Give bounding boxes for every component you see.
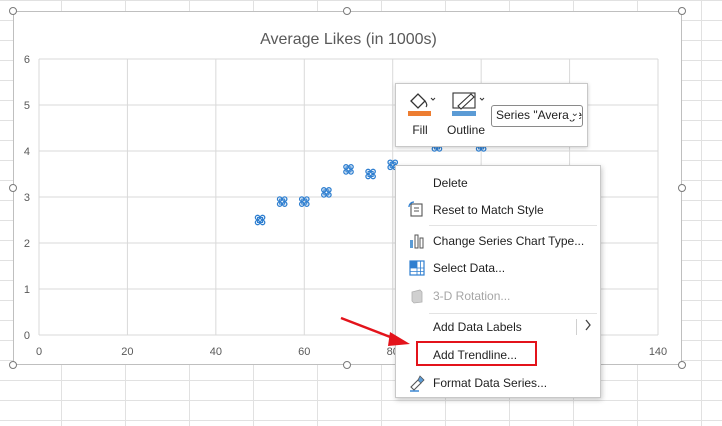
x-tick-label: 20: [121, 346, 133, 358]
x-tick-label: 60: [298, 346, 310, 358]
menu-item-add-trendline[interactable]: Add Trendline...: [396, 342, 600, 368]
menu-item-add-data-labels[interactable]: Add Data Labels: [396, 314, 600, 340]
select-data-icon: [409, 260, 425, 276]
resize-handle-right[interactable]: [678, 184, 686, 192]
chevron-down-icon: ⌄: [568, 108, 579, 119]
data-point[interactable]: [276, 196, 288, 207]
menu-separator: [429, 225, 597, 226]
chevron-right-icon: [585, 319, 591, 331]
format-mini-toolbar: Fill Outline Series "Average ⌄: [395, 83, 588, 147]
resize-handle-bottom-left[interactable]: [9, 361, 17, 369]
y-tick-label: 6: [24, 54, 30, 66]
format-series-icon: [410, 375, 425, 392]
menu-item-label: Add Trendline...: [433, 348, 518, 362]
rotation-3d-icon: [411, 289, 423, 304]
y-tick-label: 4: [24, 146, 30, 158]
menu-item-label: Select Data...: [433, 261, 506, 275]
menu-item-label: Format Data Series...: [433, 376, 548, 390]
resize-handle-left[interactable]: [9, 184, 17, 192]
fill-color-swatch: [408, 111, 431, 116]
menu-item-reset-to-match-style[interactable]: Reset to Match Style: [396, 197, 600, 223]
chart-title: Average Likes (in 1000s): [260, 31, 437, 48]
chart-type-icon: [410, 234, 424, 249]
menu-item-select-data[interactable]: Select Data...: [396, 255, 600, 281]
outline-label: Outline: [446, 123, 486, 137]
menu-item-3d-rotation[interactable]: 3-D Rotation...: [396, 283, 600, 309]
menu-item-label: Reset to Match Style: [433, 203, 544, 217]
y-tick-label: 3: [24, 192, 30, 204]
fill-button[interactable]: Fill: [404, 90, 436, 142]
data-point[interactable]: [321, 187, 332, 198]
x-tick-label: 140: [649, 346, 667, 358]
menu-item-label: Add Data Labels: [433, 320, 522, 334]
data-point[interactable]: [298, 196, 310, 207]
menu-item-format-data-series[interactable]: Format Data Series...: [396, 370, 600, 396]
menu-item-change-series-chart-type[interactable]: Change Series Chart Type...: [396, 228, 600, 254]
y-tick-label: 1: [24, 284, 30, 296]
y-tick-label: 0: [24, 330, 30, 342]
menu-item-delete[interactable]: Delete: [396, 170, 600, 196]
fill-label: Fill: [412, 123, 428, 137]
data-point[interactable]: [343, 164, 354, 175]
resize-handle-top-right[interactable]: [678, 7, 686, 15]
paint-bucket-icon: [408, 93, 436, 116]
series-select-value: Series "Average: [496, 108, 583, 122]
outline-button[interactable]: Outline: [444, 90, 488, 142]
x-tick-label: 40: [210, 346, 222, 358]
outline-color-swatch: [452, 111, 476, 116]
y-tick-label: 5: [24, 100, 30, 112]
series-select-dropdown[interactable]: Series "Average ⌄: [491, 105, 583, 127]
reset-style-icon: [408, 201, 423, 217]
pen-outline-icon: [452, 92, 485, 116]
menu-item-label: Delete: [433, 176, 468, 190]
data-point[interactable]: [365, 168, 376, 180]
menu-item-label: 3-D Rotation...: [433, 289, 511, 303]
menu-item-label: Change Series Chart Type...: [433, 234, 585, 248]
y-tick-label: 2: [24, 238, 30, 250]
annotation-arrow: [340, 316, 410, 346]
data-point[interactable]: [254, 214, 266, 226]
x-tick-label: 0: [36, 346, 42, 358]
resize-handle-top[interactable]: [343, 7, 351, 15]
menu-separator: [429, 313, 597, 314]
submenu-divider: [576, 319, 577, 335]
annotation-highlight-box: [416, 341, 537, 366]
context-menu: Delete Reset to Match Style Change Serie…: [395, 165, 601, 398]
resize-handle-top-left[interactable]: [9, 7, 17, 15]
resize-handle-bottom[interactable]: [343, 361, 351, 369]
resize-handle-bottom-right[interactable]: [678, 361, 686, 369]
